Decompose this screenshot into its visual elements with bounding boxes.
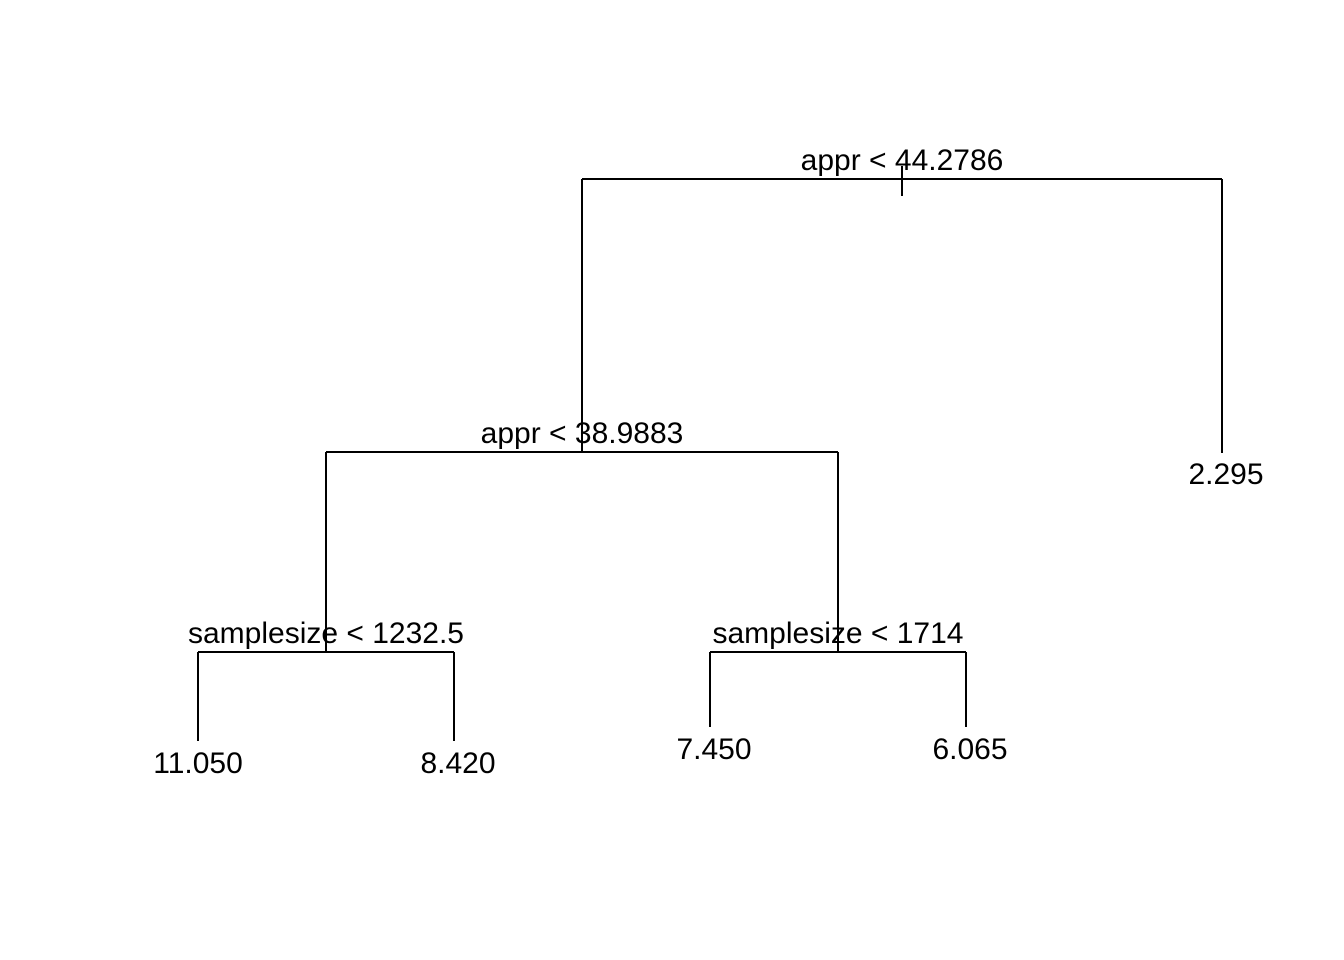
left-left-split-node: samplesize < 1232.5 [188,617,464,741]
leaf-value: 6.065 [932,733,1007,766]
leaf-value: 2.295 [1188,458,1263,491]
left-split-node: appr < 38.9883 [325,417,839,652]
left-right-split-node: samplesize < 1714 [709,617,967,727]
left-right-split-label: samplesize < 1714 [713,617,964,650]
left-split-label: appr < 38.9883 [481,417,684,450]
root-split-label: appr < 44.2786 [801,144,1004,177]
leaf-value: 8.420 [420,747,495,780]
leaf-value: 7.450 [676,733,751,766]
root-split-node: appr < 44.2786 [581,144,1223,453]
left-left-split-label: samplesize < 1232.5 [188,617,464,650]
leaf-value: 11.050 [153,747,243,780]
